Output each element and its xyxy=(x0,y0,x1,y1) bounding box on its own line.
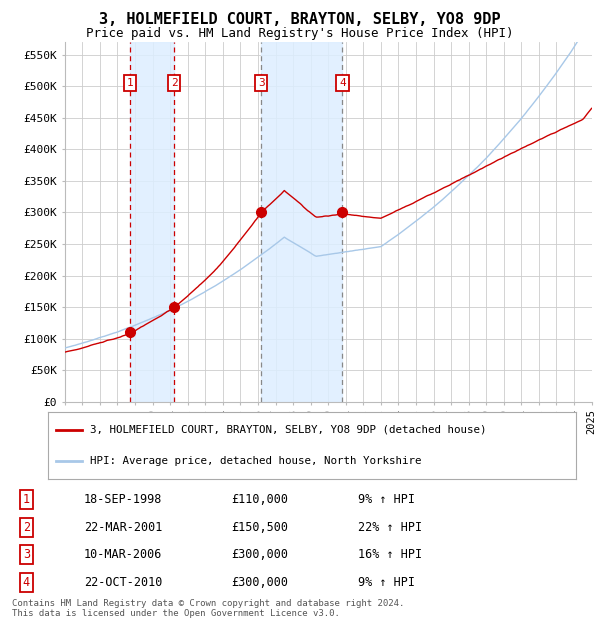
Text: £150,500: £150,500 xyxy=(231,521,288,534)
Text: 9% ↑ HPI: 9% ↑ HPI xyxy=(358,576,415,589)
Text: 4: 4 xyxy=(339,78,346,88)
Text: 22-MAR-2001: 22-MAR-2001 xyxy=(84,521,163,534)
Text: 4: 4 xyxy=(23,576,30,589)
Text: 1: 1 xyxy=(23,493,30,506)
Text: HPI: Average price, detached house, North Yorkshire: HPI: Average price, detached house, Nort… xyxy=(90,456,422,466)
Text: 16% ↑ HPI: 16% ↑ HPI xyxy=(358,549,422,562)
Text: 18-SEP-1998: 18-SEP-1998 xyxy=(84,493,163,506)
Text: £300,000: £300,000 xyxy=(231,576,288,589)
Text: 3, HOLMEFIELD COURT, BRAYTON, SELBY, YO8 9DP: 3, HOLMEFIELD COURT, BRAYTON, SELBY, YO8… xyxy=(99,12,501,27)
Text: 9% ↑ HPI: 9% ↑ HPI xyxy=(358,493,415,506)
Text: 3: 3 xyxy=(258,78,265,88)
Text: 22% ↑ HPI: 22% ↑ HPI xyxy=(358,521,422,534)
Text: 2: 2 xyxy=(23,521,30,534)
Text: 3: 3 xyxy=(23,549,30,562)
Bar xyxy=(261,42,343,402)
Text: 2: 2 xyxy=(170,78,178,88)
Text: 22-OCT-2010: 22-OCT-2010 xyxy=(84,576,163,589)
Text: Price paid vs. HM Land Registry's House Price Index (HPI): Price paid vs. HM Land Registry's House … xyxy=(86,27,514,40)
Text: Contains HM Land Registry data © Crown copyright and database right 2024.
This d: Contains HM Land Registry data © Crown c… xyxy=(12,599,404,618)
Text: 1: 1 xyxy=(127,78,133,88)
Text: 10-MAR-2006: 10-MAR-2006 xyxy=(84,549,163,562)
Text: £300,000: £300,000 xyxy=(231,549,288,562)
Text: 3, HOLMEFIELD COURT, BRAYTON, SELBY, YO8 9DP (detached house): 3, HOLMEFIELD COURT, BRAYTON, SELBY, YO8… xyxy=(90,425,487,435)
Bar xyxy=(130,42,174,402)
Text: £110,000: £110,000 xyxy=(231,493,288,506)
